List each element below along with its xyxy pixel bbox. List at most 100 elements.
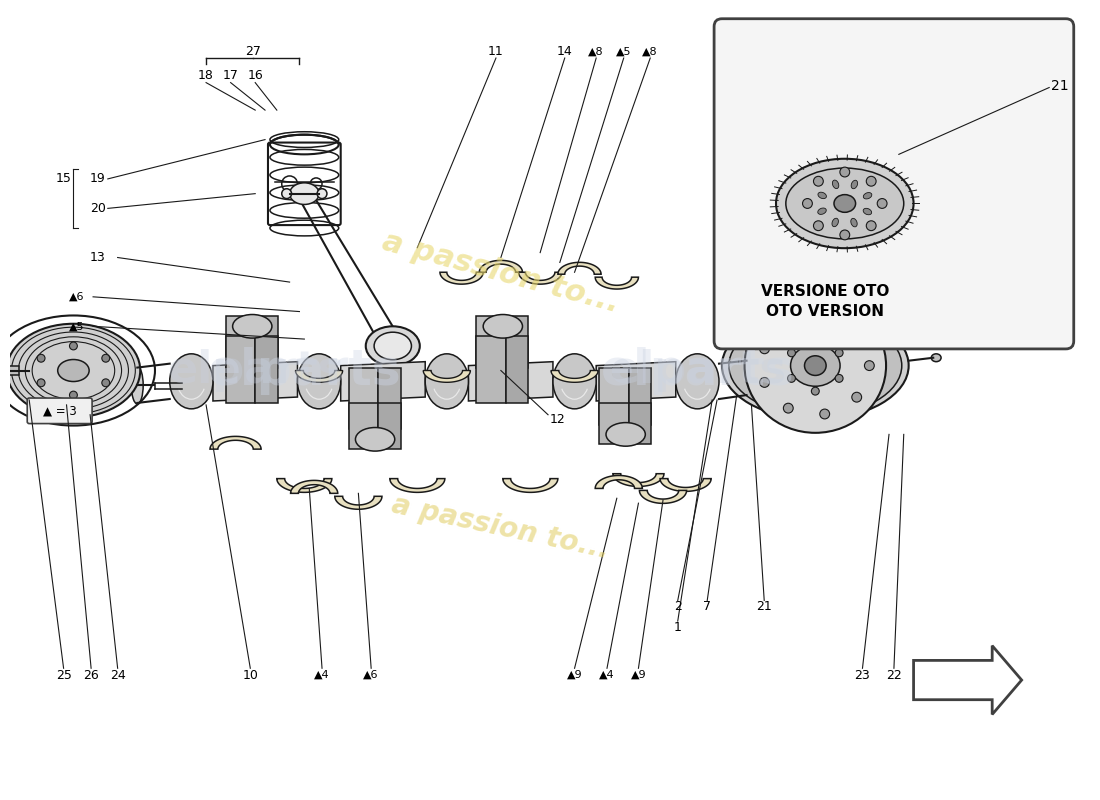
- Polygon shape: [613, 474, 664, 486]
- Text: ▲8: ▲8: [588, 46, 604, 56]
- Polygon shape: [660, 478, 712, 491]
- Polygon shape: [378, 403, 400, 449]
- Text: 27: 27: [245, 45, 261, 58]
- Polygon shape: [277, 478, 332, 492]
- Polygon shape: [210, 436, 261, 449]
- Circle shape: [851, 392, 861, 402]
- Text: 2: 2: [674, 600, 682, 613]
- Polygon shape: [213, 362, 297, 401]
- Text: 1: 1: [674, 622, 682, 634]
- Circle shape: [835, 349, 843, 357]
- Polygon shape: [639, 490, 686, 503]
- Text: ▲5: ▲5: [616, 46, 631, 56]
- Polygon shape: [600, 403, 628, 444]
- Ellipse shape: [745, 298, 887, 433]
- Polygon shape: [506, 336, 528, 403]
- Text: elparts: elparts: [167, 349, 343, 392]
- Polygon shape: [290, 480, 338, 494]
- Circle shape: [812, 387, 820, 395]
- Text: ▲ = 3: ▲ = 3: [43, 404, 77, 418]
- Text: elparts: elparts: [601, 346, 794, 394]
- Circle shape: [877, 198, 887, 208]
- Ellipse shape: [833, 180, 839, 189]
- Polygon shape: [226, 317, 255, 367]
- Circle shape: [102, 354, 110, 362]
- Text: 18: 18: [198, 70, 214, 82]
- Ellipse shape: [864, 208, 871, 214]
- Ellipse shape: [776, 158, 914, 248]
- Text: elparts: elparts: [609, 349, 785, 392]
- Circle shape: [840, 230, 849, 240]
- Circle shape: [37, 379, 45, 386]
- Circle shape: [820, 312, 829, 322]
- Circle shape: [865, 361, 874, 370]
- Text: 24: 24: [110, 669, 125, 682]
- Polygon shape: [596, 362, 675, 401]
- Polygon shape: [341, 362, 426, 401]
- Polygon shape: [914, 646, 1022, 714]
- Ellipse shape: [804, 356, 826, 375]
- Polygon shape: [595, 475, 642, 489]
- Polygon shape: [296, 370, 343, 382]
- Text: OTO VERSION: OTO VERSION: [766, 304, 884, 319]
- Text: ▲6: ▲6: [68, 292, 84, 302]
- Polygon shape: [476, 317, 506, 367]
- Polygon shape: [349, 403, 378, 449]
- Circle shape: [37, 354, 45, 362]
- Ellipse shape: [785, 168, 904, 239]
- Circle shape: [867, 221, 876, 230]
- Polygon shape: [476, 336, 506, 403]
- Bar: [8, 366, 20, 375]
- Polygon shape: [255, 317, 278, 367]
- Ellipse shape: [374, 332, 411, 360]
- Polygon shape: [628, 367, 651, 425]
- Circle shape: [814, 176, 823, 186]
- Polygon shape: [378, 367, 400, 430]
- Text: 7: 7: [703, 600, 712, 613]
- Circle shape: [783, 318, 793, 328]
- Text: a passion to...: a passion to...: [379, 226, 623, 318]
- Text: 16: 16: [248, 70, 263, 82]
- Polygon shape: [255, 336, 278, 403]
- Circle shape: [379, 365, 386, 370]
- Ellipse shape: [834, 194, 856, 212]
- Circle shape: [317, 189, 327, 198]
- Polygon shape: [628, 403, 651, 444]
- Polygon shape: [389, 478, 444, 492]
- Ellipse shape: [553, 354, 596, 409]
- Text: 26: 26: [84, 669, 99, 682]
- FancyBboxPatch shape: [714, 18, 1074, 349]
- Text: 14: 14: [557, 45, 573, 58]
- Ellipse shape: [169, 354, 213, 409]
- Polygon shape: [558, 262, 601, 274]
- Text: 19: 19: [90, 173, 106, 186]
- Circle shape: [399, 365, 406, 370]
- Text: 12: 12: [550, 413, 565, 426]
- Text: 21: 21: [757, 600, 772, 613]
- Ellipse shape: [851, 180, 858, 189]
- Text: 17: 17: [222, 70, 239, 82]
- Polygon shape: [551, 370, 598, 382]
- Ellipse shape: [729, 316, 902, 415]
- Text: a passion to...: a passion to...: [389, 491, 613, 565]
- Text: 23: 23: [855, 669, 870, 682]
- Ellipse shape: [232, 314, 272, 338]
- Ellipse shape: [675, 354, 719, 409]
- Text: 25: 25: [56, 669, 72, 682]
- Circle shape: [760, 378, 769, 387]
- Ellipse shape: [817, 208, 826, 214]
- Circle shape: [760, 344, 769, 354]
- Ellipse shape: [131, 366, 143, 404]
- Text: ▲8: ▲8: [642, 46, 658, 56]
- Circle shape: [788, 349, 795, 357]
- Circle shape: [102, 379, 110, 386]
- Ellipse shape: [355, 427, 395, 451]
- Text: elparts: elparts: [208, 346, 402, 394]
- Polygon shape: [469, 362, 553, 401]
- Text: VERSIONE OTO: VERSIONE OTO: [761, 285, 889, 299]
- Ellipse shape: [932, 354, 942, 362]
- Polygon shape: [503, 478, 558, 492]
- Text: ▲4: ▲4: [600, 670, 615, 680]
- Polygon shape: [518, 272, 562, 284]
- Circle shape: [867, 176, 876, 186]
